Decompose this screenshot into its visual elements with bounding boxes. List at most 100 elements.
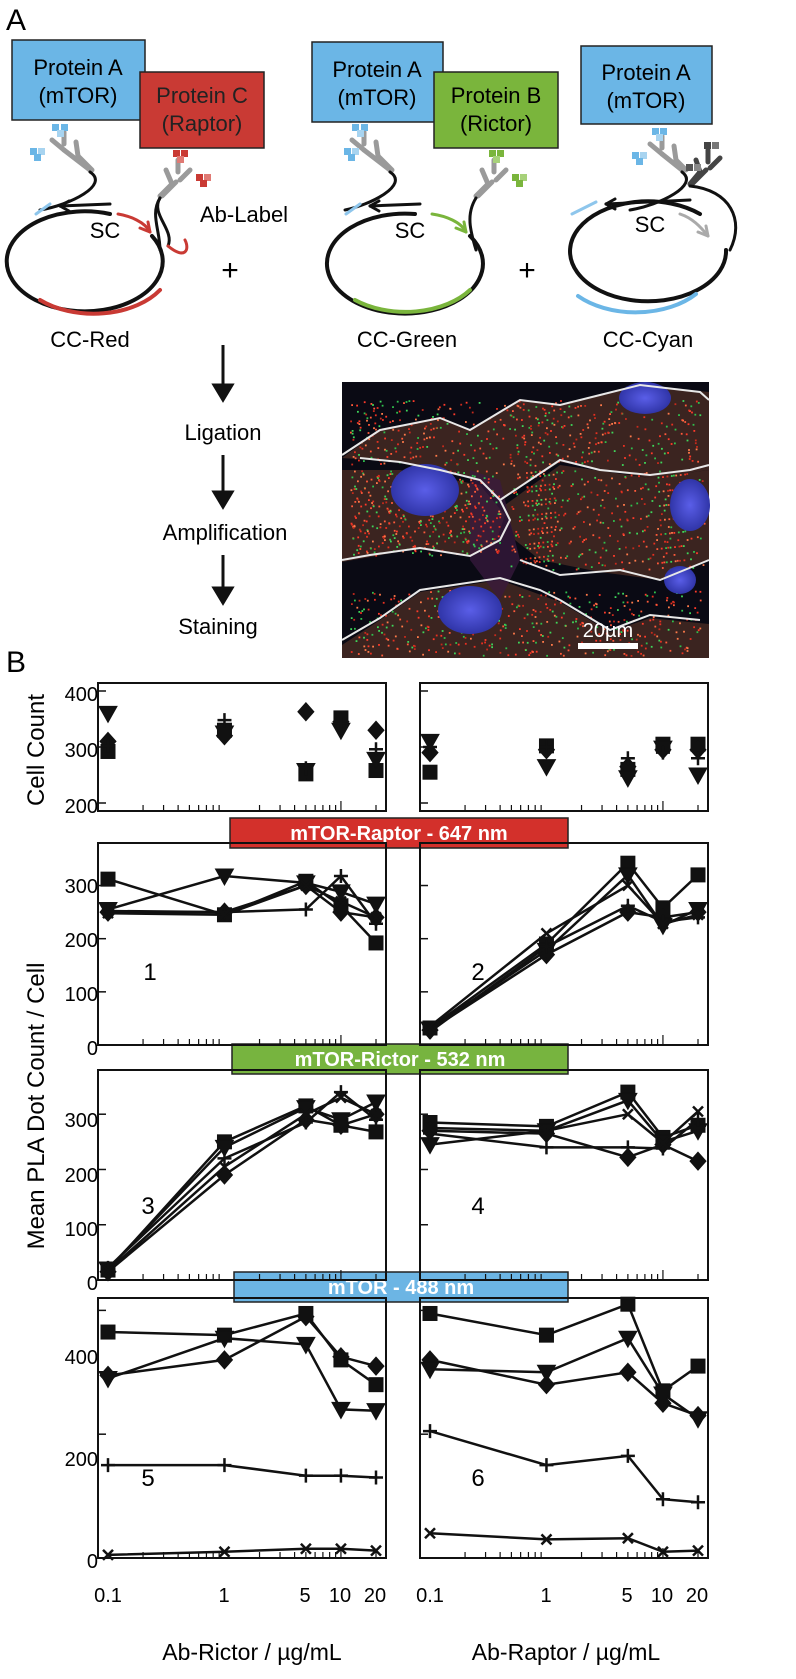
pla-dot [360, 618, 363, 620]
pla-dot [544, 498, 547, 501]
pla-dot [504, 624, 507, 627]
protein-a-box-3: Protein A (mTOR) [580, 45, 713, 125]
pla-dot [419, 455, 422, 458]
pla-dot [563, 646, 566, 649]
pla-dot [549, 498, 552, 500]
pla-dot [701, 480, 704, 482]
pla-dot [405, 401, 408, 403]
pla-dot [510, 462, 513, 465]
pla-dot [688, 458, 691, 460]
pla-dot [439, 426, 442, 429]
data-point [691, 1112, 705, 1127]
pla-dot [384, 448, 386, 451]
pla-dot [498, 510, 501, 513]
pla-dot [551, 422, 554, 425]
pla-dot [567, 649, 570, 652]
plot-frame [419, 1069, 709, 1281]
pla-dot [395, 450, 398, 453]
pla-dot [372, 504, 375, 507]
pla-dot [375, 428, 377, 431]
pla-dot [512, 410, 514, 412]
pla-dot [539, 536, 542, 539]
pla-dot [408, 593, 411, 596]
pla-dot [354, 599, 356, 602]
pla-dot [380, 614, 382, 617]
pla-dot [560, 652, 562, 655]
pla-dot [524, 441, 527, 443]
pla-dot [587, 480, 589, 483]
pla-dot [540, 489, 542, 492]
pla-dot [677, 539, 680, 542]
pla-dot [548, 488, 551, 491]
data-point [297, 1306, 315, 1327]
pla-dot [506, 409, 509, 412]
pla-dot [402, 514, 405, 517]
pla-dot [604, 611, 606, 614]
pla-dot [665, 547, 667, 549]
pla-dot [609, 534, 611, 537]
pla-dot [562, 654, 565, 657]
data-point [540, 927, 553, 940]
pla-dot [491, 646, 493, 649]
pla-dot [540, 594, 543, 597]
pla-dot [667, 495, 670, 497]
pla-dot [539, 436, 541, 439]
pla-dot [692, 423, 695, 426]
pla-dot [441, 647, 444, 649]
pla-dot [549, 631, 552, 634]
pla-dot [476, 487, 478, 490]
pla-dot [354, 470, 356, 473]
pla-dot [371, 502, 373, 504]
pla-dot [691, 411, 693, 414]
data-point [422, 764, 438, 780]
pla-dot [473, 645, 476, 648]
pla-dot [370, 507, 372, 510]
pla-dot [697, 402, 700, 404]
data-point [335, 1542, 347, 1555]
pla-dot [541, 530, 543, 533]
pla-dot [360, 475, 362, 478]
pla-dot [671, 489, 674, 492]
pla-dot [359, 429, 362, 432]
pla-dot [521, 436, 524, 439]
pla-dot [532, 514, 535, 517]
pla-dot [381, 413, 383, 415]
pla-dot [372, 410, 375, 412]
pla-dot [507, 615, 510, 617]
pla-dot [523, 617, 526, 620]
pla-dot [495, 548, 498, 551]
pla-dot [676, 637, 679, 640]
pla-dot [476, 488, 479, 491]
data-point [619, 1362, 637, 1383]
antibody-icon [686, 142, 723, 187]
pla-dot [603, 420, 606, 423]
data-point [332, 902, 350, 922]
pla-dot [620, 525, 623, 528]
pla-dot [438, 535, 440, 538]
antibody-icon [632, 128, 689, 173]
pla-dot [387, 490, 389, 493]
pla-dot [597, 442, 600, 444]
pla-dot [437, 616, 440, 618]
pla-dot [551, 644, 553, 646]
pla-dot [386, 507, 389, 510]
pla-dot [384, 480, 386, 483]
pla-dot [615, 497, 617, 500]
pla-dot [444, 510, 446, 513]
pla-dot [398, 542, 401, 545]
pla-dot [658, 639, 661, 642]
pla-dot [461, 528, 464, 530]
pla-dot [423, 531, 426, 534]
pla-dot [628, 562, 631, 564]
pla-dot [475, 485, 477, 488]
data-point [98, 705, 118, 724]
pla-dot [421, 409, 424, 411]
pla-dot [636, 532, 638, 535]
pla-dot [370, 478, 373, 481]
pla-dot [412, 546, 415, 548]
pla-dot [615, 627, 618, 630]
data-point [619, 1147, 637, 1168]
pla-dot [667, 412, 670, 415]
pla-dot [364, 632, 367, 634]
pla-dot [535, 641, 537, 644]
